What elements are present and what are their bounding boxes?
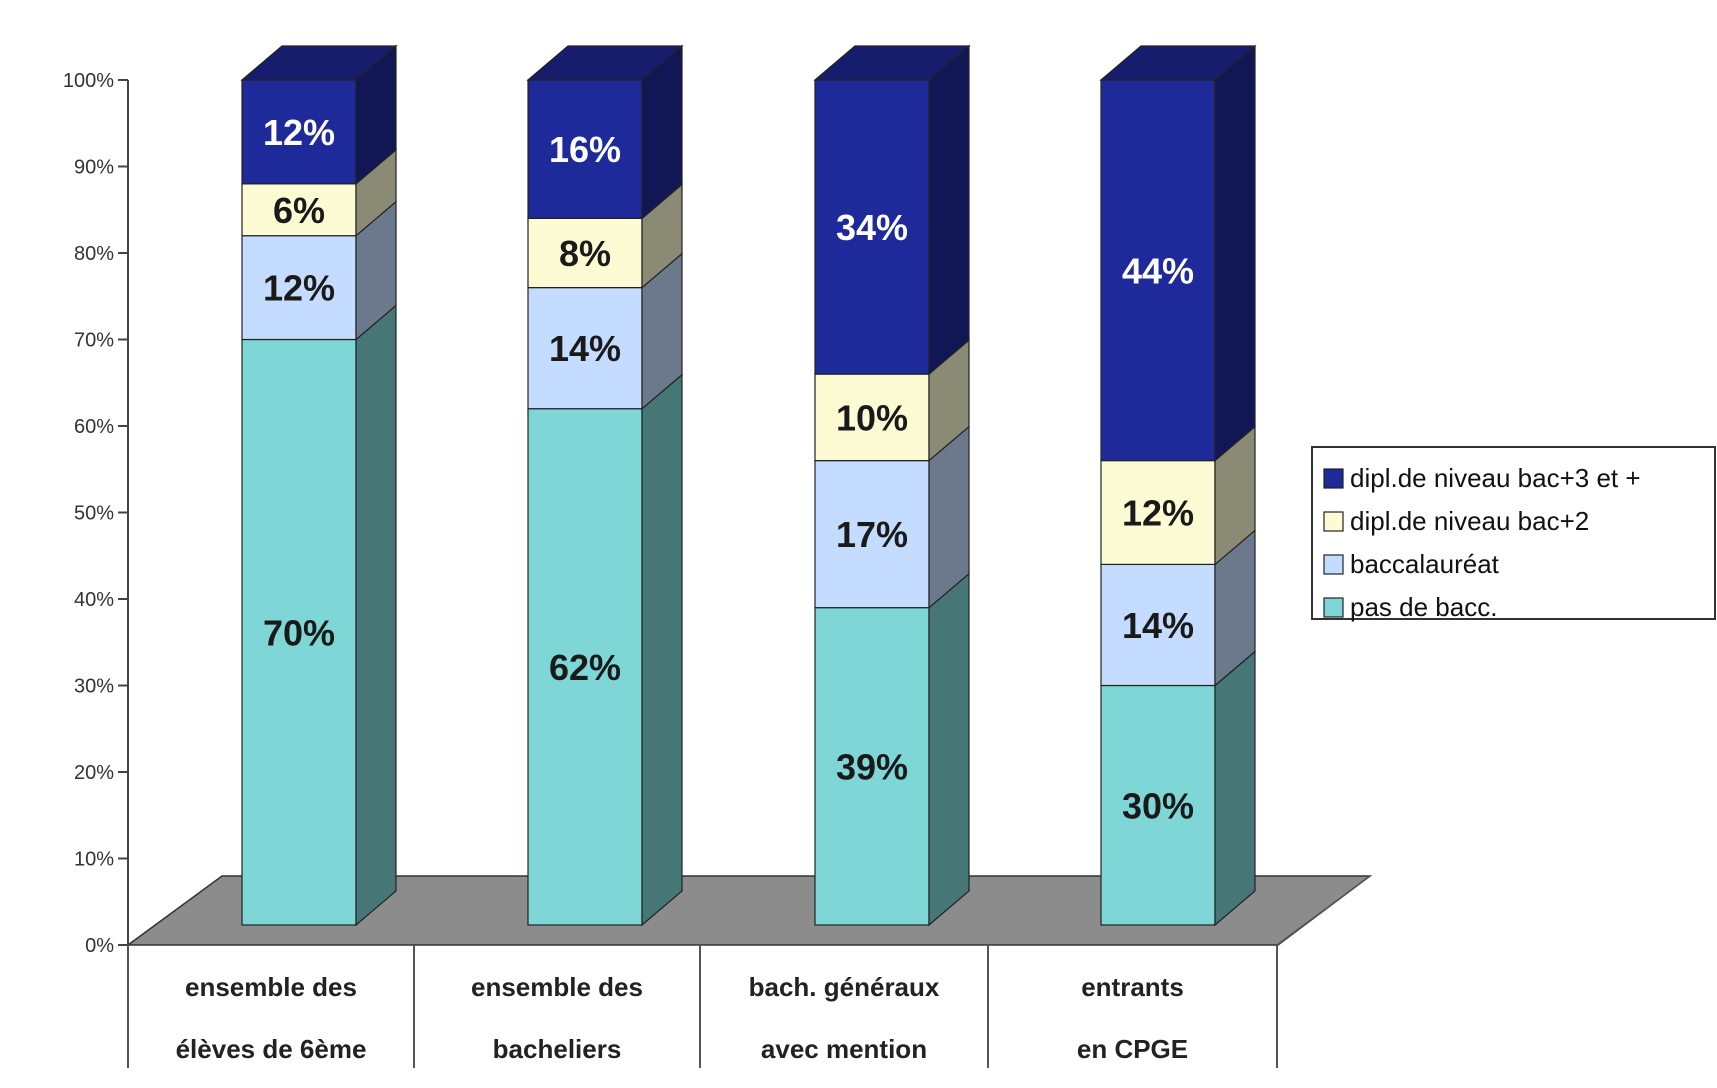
- data-label: 34%: [836, 207, 908, 248]
- legend-box: [1311, 446, 1716, 620]
- y-tick-label: 30%: [74, 676, 114, 698]
- legend-label: baccalauréat: [1350, 549, 1500, 579]
- bar-side-face: [1214, 44, 1256, 462]
- legend-label: dipl.de niveau bac+3 et +: [1350, 463, 1641, 493]
- bar-front-face: [1100, 563, 1216, 687]
- legend-item: dipl.de niveau bac+2: [1323, 506, 1589, 536]
- bar-segment: [814, 425, 970, 609]
- y-tick-label: 50%: [74, 503, 114, 525]
- legend-swatch: [1323, 554, 1344, 575]
- y-tick-label: 100%: [63, 70, 114, 92]
- bar-front-face: [1100, 79, 1216, 462]
- y-tick-label: 60%: [74, 416, 114, 438]
- bar-segment: [241, 148, 397, 237]
- data-label: 12%: [1122, 493, 1194, 534]
- bar-front-face: [814, 373, 930, 462]
- bar-segment: [1100, 425, 1256, 566]
- bar-segment: [1099, 44, 1257, 462]
- legend-swatch: [1323, 511, 1344, 532]
- bar-top-face: [813, 45, 971, 81]
- bar-side-face: [1214, 650, 1256, 927]
- data-label: 62%: [549, 647, 621, 688]
- y-tick-label: 90%: [74, 157, 114, 179]
- bar-front-face: [527, 287, 643, 410]
- bar-side-face: [928, 572, 970, 927]
- bar-segment: [241, 200, 397, 341]
- data-label: 44%: [1122, 250, 1194, 291]
- data-label: 12%: [263, 268, 335, 309]
- bar-front-face: [241, 235, 357, 341]
- bar-segment: [527, 183, 683, 289]
- bar-front-face: [241, 338, 357, 926]
- y-tick-label: 40%: [74, 589, 114, 611]
- category-label: bacheliers: [493, 1034, 622, 1064]
- data-label: 70%: [263, 612, 335, 653]
- legend-swatch: [1323, 468, 1344, 489]
- y-tick-label: 70%: [74, 330, 114, 352]
- data-label: 12%: [263, 112, 335, 153]
- data-label: 30%: [1122, 785, 1194, 826]
- bar-front-face: [527, 408, 643, 926]
- category-label: élèves de 6ème: [176, 1034, 367, 1064]
- data-label: 39%: [836, 746, 908, 787]
- data-label: 16%: [549, 129, 621, 170]
- category-label: ensemble des: [185, 972, 357, 1002]
- data-label: 6%: [273, 190, 325, 231]
- bar-segment: [527, 252, 683, 410]
- data-label: 17%: [836, 514, 908, 555]
- bar-side-face: [928, 44, 970, 376]
- y-tick-label: 80%: [74, 243, 114, 265]
- legend-label: dipl.de niveau bac+2: [1350, 506, 1589, 536]
- bar-segment: [1100, 650, 1256, 927]
- category-label: avec mention: [761, 1034, 927, 1064]
- legend-item: baccalauréat: [1323, 549, 1500, 579]
- bar-segment: [814, 338, 970, 462]
- y-tick-label: 20%: [74, 762, 114, 784]
- bar-front-face: [814, 460, 930, 609]
- data-label: 10%: [836, 397, 908, 438]
- bar-top-face: [1099, 45, 1257, 81]
- legend-swatch: [1323, 597, 1344, 618]
- data-label: 8%: [559, 233, 611, 274]
- bar-side-face: [641, 373, 683, 927]
- bar-front-face: [814, 607, 930, 926]
- legend-item: pas de bacc.: [1323, 592, 1497, 622]
- bar-side-face: [355, 304, 397, 927]
- bar-segment: [813, 44, 971, 376]
- legend-label: pas de bacc.: [1350, 592, 1497, 622]
- y-tick-label: 10%: [74, 849, 114, 871]
- legend-item: dipl.de niveau bac+3 et +: [1323, 463, 1641, 493]
- y-tick-label: 0%: [85, 935, 114, 957]
- bar-front-face: [527, 79, 643, 219]
- bar-segment: [240, 44, 398, 186]
- bar-segment: [814, 572, 970, 927]
- bar-segment: [241, 304, 397, 927]
- bar-segment: [526, 44, 684, 220]
- category-label: ensemble des: [471, 972, 643, 1002]
- bar-front-face: [241, 183, 357, 237]
- category-label: entrants: [1081, 972, 1184, 1002]
- bar-front-face: [814, 79, 930, 375]
- category-label: en CPGE: [1077, 1034, 1188, 1064]
- floor-edge: [1276, 875, 1371, 946]
- category-label: bach. généraux: [749, 972, 940, 1002]
- data-label: 14%: [549, 328, 621, 369]
- bar-front-face: [527, 217, 643, 289]
- bar-segment: [527, 373, 683, 927]
- bar-top-face: [526, 45, 684, 81]
- data-label: 14%: [1122, 605, 1194, 646]
- bar-top-face: [240, 45, 398, 81]
